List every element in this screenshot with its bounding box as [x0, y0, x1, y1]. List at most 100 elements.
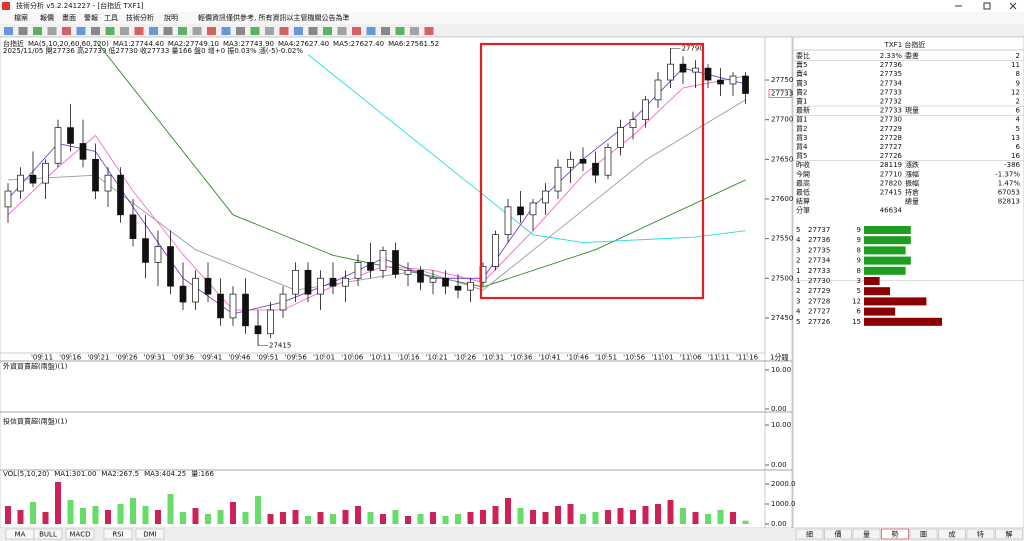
toolbar-button[interactable] [424, 27, 434, 35]
menu-item[interactable]: 警報 [84, 13, 98, 22]
x-tick-label: '10:16 [398, 354, 421, 362]
quote-cell: 27710 [880, 170, 902, 178]
x-tick-label: '09:26 [116, 354, 139, 362]
quote-summary: 2025/11/05 開27736 高27739 低27730 收27733 量… [3, 46, 303, 55]
menu-item[interactable]: 檔案 [14, 13, 28, 22]
toolbar-button[interactable] [149, 27, 158, 35]
toolbar-button[interactable] [4, 27, 13, 35]
toolbar-button[interactable] [250, 27, 260, 35]
toolbar-button[interactable] [62, 27, 71, 35]
side-tab[interactable] [966, 528, 995, 540]
toolbar-button[interactable] [323, 27, 332, 35]
toolbar-button[interactable] [381, 27, 390, 35]
candle-body [329, 277, 337, 287]
close-button[interactable] [1009, 2, 1017, 10]
side-tab[interactable] [995, 528, 1023, 540]
menu-item[interactable]: 說明 [164, 13, 178, 22]
candle-body [117, 174, 124, 216]
toolbar-button[interactable] [207, 27, 216, 35]
volume-bar [192, 508, 199, 524]
chart-area [0, 36, 793, 529]
toolbar-button[interactable] [192, 27, 202, 35]
candle-body [217, 293, 224, 319]
menu-item[interactable]: 畫面 [62, 13, 76, 22]
toolbar-button[interactable] [120, 27, 129, 35]
toolbar-button[interactable] [366, 27, 376, 35]
toolbar-button[interactable] [236, 27, 245, 35]
toolbar-button[interactable] [105, 27, 115, 35]
y-tick-label: 27600 [771, 195, 793, 203]
toolbar-button[interactable] [352, 27, 361, 35]
menu-item[interactable]: 報價 [40, 13, 54, 22]
toolbar-button[interactable] [134, 27, 144, 35]
quote-cell: 現量 [905, 107, 919, 115]
toolbar-button[interactable] [91, 27, 100, 35]
candle-body [454, 285, 462, 291]
indicator-tab[interactable] [103, 528, 133, 540]
toolbar-button[interactable] [410, 27, 419, 35]
panel-title: VOL(5,10,20) [3, 470, 50, 478]
toolbar-button[interactable] [33, 27, 42, 35]
side-tab[interactable] [824, 528, 852, 540]
side-tab[interactable] [795, 528, 824, 540]
indicator-legend: MA5:27627.40 [333, 40, 384, 48]
indicator-tab-label: RSI [112, 531, 123, 539]
depth-qty: 15 [852, 318, 861, 326]
toolbar-button[interactable] [294, 27, 303, 35]
title-bar [0, 0, 1024, 12]
volume-bar [667, 500, 674, 524]
candle-body [304, 269, 312, 295]
toolbar-button[interactable] [47, 27, 57, 35]
candle-body [92, 158, 99, 192]
candle-body [179, 285, 187, 303]
side-tab[interactable] [852, 528, 881, 540]
side-tab[interactable] [909, 528, 938, 540]
volume-bar [342, 510, 349, 524]
x-tick-label: '09:56 [285, 354, 308, 362]
depth-qty: 12 [852, 297, 861, 305]
volume-bar [467, 512, 474, 524]
x-tick-label: '09:51 [257, 354, 279, 362]
last-price-label: 27733 [771, 90, 793, 98]
y-tick-label: 27650 [771, 155, 793, 163]
candle-body [392, 250, 399, 275]
menu-item[interactable]: 技術分析 [126, 13, 154, 22]
quote-cell: 27733 [880, 88, 902, 96]
volume-bar [405, 516, 411, 524]
toolbar-button[interactable] [395, 27, 405, 35]
toolbar-button[interactable] [337, 27, 347, 35]
depth-bar [864, 287, 890, 296]
y-tick-label: 0.00 [771, 520, 787, 528]
toolbar-button[interactable] [265, 27, 274, 35]
indicator-tab[interactable] [135, 528, 165, 540]
indicator-tab[interactable] [33, 528, 63, 540]
toolbar-button[interactable] [76, 27, 86, 35]
depth-qty: 8 [857, 267, 861, 275]
status-bar [0, 528, 1024, 541]
toolbar-button[interactable] [178, 27, 187, 35]
depth-price: 27736 [808, 236, 831, 244]
toolbar-button[interactable] [308, 27, 318, 35]
volume-legend: MA2:267.5 [101, 470, 139, 478]
toolbar-button[interactable] [221, 27, 231, 35]
side-tab[interactable] [938, 528, 966, 540]
indicator-tab[interactable] [65, 528, 95, 540]
side-tab[interactable] [881, 528, 909, 540]
quote-cell: 2.33% [880, 52, 903, 60]
y-tick-label: 1000.0 [771, 500, 796, 508]
volume-bar [92, 506, 99, 524]
y-tick-label: 0.00 [771, 405, 787, 413]
quote-cell: 總量 [905, 197, 919, 206]
indicator-legend: 台指近 [3, 39, 24, 48]
toolbar-button[interactable] [18, 27, 28, 35]
menu-item[interactable]: 工具 [104, 14, 118, 22]
y-tick-label: 0.00 [771, 461, 787, 469]
quote-cell: 賣4 [796, 69, 808, 78]
maximize-button[interactable] [983, 2, 991, 10]
toolbar-button[interactable] [163, 27, 173, 35]
toolbar-button[interactable] [279, 27, 289, 35]
volume-bar [592, 512, 599, 524]
x-tick-label: '09:41 [200, 354, 222, 362]
